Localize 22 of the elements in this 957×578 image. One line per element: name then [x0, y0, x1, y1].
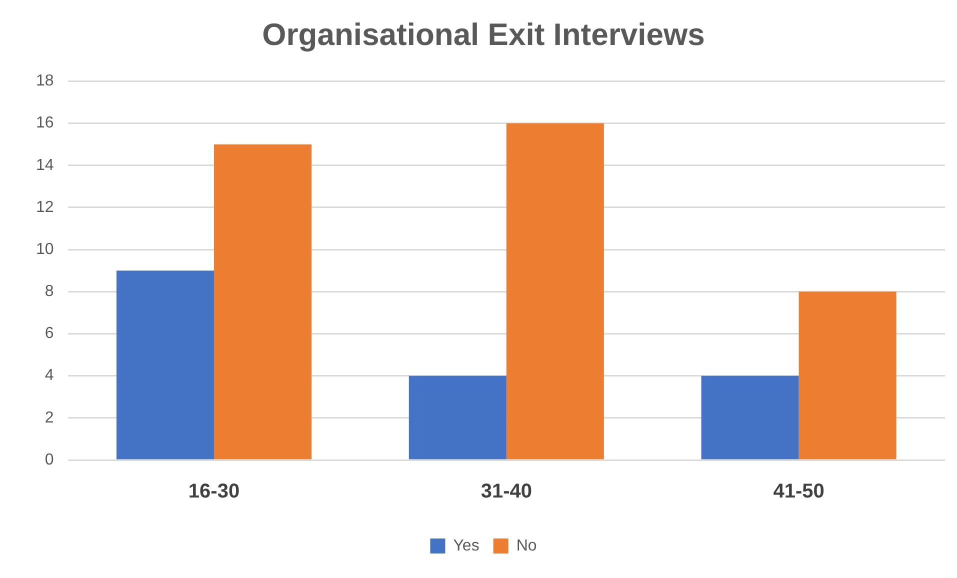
- y-tick-label: 14: [36, 156, 54, 174]
- chart-title: Organisational Exit Interviews: [262, 17, 705, 52]
- y-tick-label: 4: [44, 367, 54, 384]
- legend-label: Yes: [453, 537, 480, 554]
- y-tick-label: 10: [36, 240, 54, 258]
- x-tick-label: 16-30: [188, 480, 240, 503]
- y-tick-label: 6: [44, 325, 54, 342]
- x-tick-label: 31-40: [480, 480, 532, 503]
- bar: [798, 292, 896, 460]
- bar: [214, 144, 312, 460]
- bar: [116, 270, 214, 460]
- bar: [506, 123, 604, 460]
- y-tick-label: 0: [44, 451, 54, 468]
- legend-label: No: [516, 537, 537, 554]
- y-tick-label: 8: [44, 283, 54, 300]
- y-tick-label: 2: [44, 409, 54, 426]
- y-tick-label: 12: [36, 198, 54, 216]
- bar: [701, 376, 799, 460]
- y-tick-label: 16: [36, 114, 54, 132]
- y-tick-label: 18: [36, 72, 54, 90]
- bar: [408, 376, 506, 460]
- x-tick-label: 41-50: [773, 480, 824, 503]
